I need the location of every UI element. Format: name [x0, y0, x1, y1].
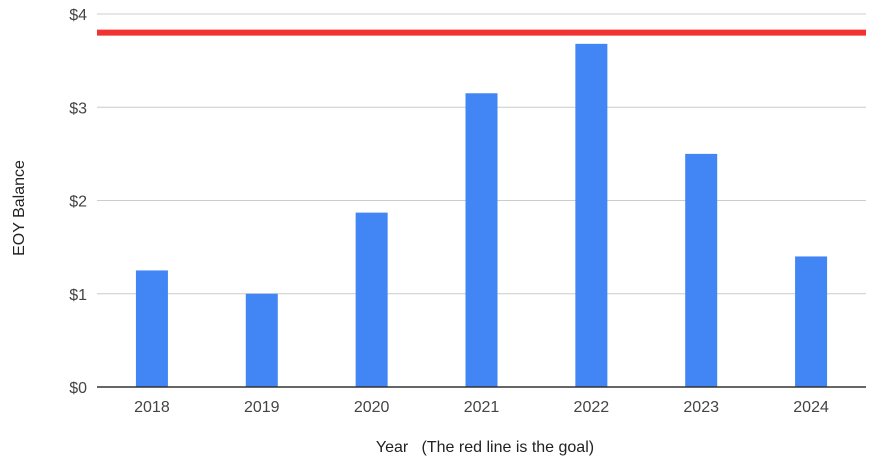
- bars: [135, 43, 828, 388]
- bar-2018: [135, 270, 168, 387]
- bar-2021: [465, 93, 498, 387]
- bar-2023: [685, 153, 718, 387]
- y-tick-label: $1: [69, 287, 87, 304]
- x-tick-label: 2022: [574, 399, 610, 416]
- x-axis-tick-labels: 2018 2019 2020 2021 2022 2023 2024: [134, 399, 829, 416]
- y-axis-title: EOY Balance: [11, 160, 28, 256]
- x-tick-label: 2023: [683, 399, 719, 416]
- y-tick-label: $3: [69, 100, 87, 117]
- bar-2022: [575, 43, 608, 388]
- x-tick-label: 2024: [793, 399, 829, 416]
- x-tick-label: 2018: [134, 399, 170, 416]
- bar-2019: [245, 293, 278, 387]
- x-tick-label: 2019: [244, 399, 280, 416]
- bar-2024: [795, 256, 828, 387]
- y-tick-label: $0: [69, 380, 87, 397]
- bar-2020: [355, 212, 388, 387]
- y-axis-tick-labels: $0 $1 $2 $3 $4: [69, 7, 87, 397]
- x-axis-title: Year (The red line is the goal): [376, 439, 594, 456]
- y-tick-label: $4: [69, 7, 87, 24]
- y-tick-label: $2: [69, 194, 87, 211]
- x-tick-label: 2020: [354, 399, 390, 416]
- x-tick-label: 2021: [464, 399, 500, 416]
